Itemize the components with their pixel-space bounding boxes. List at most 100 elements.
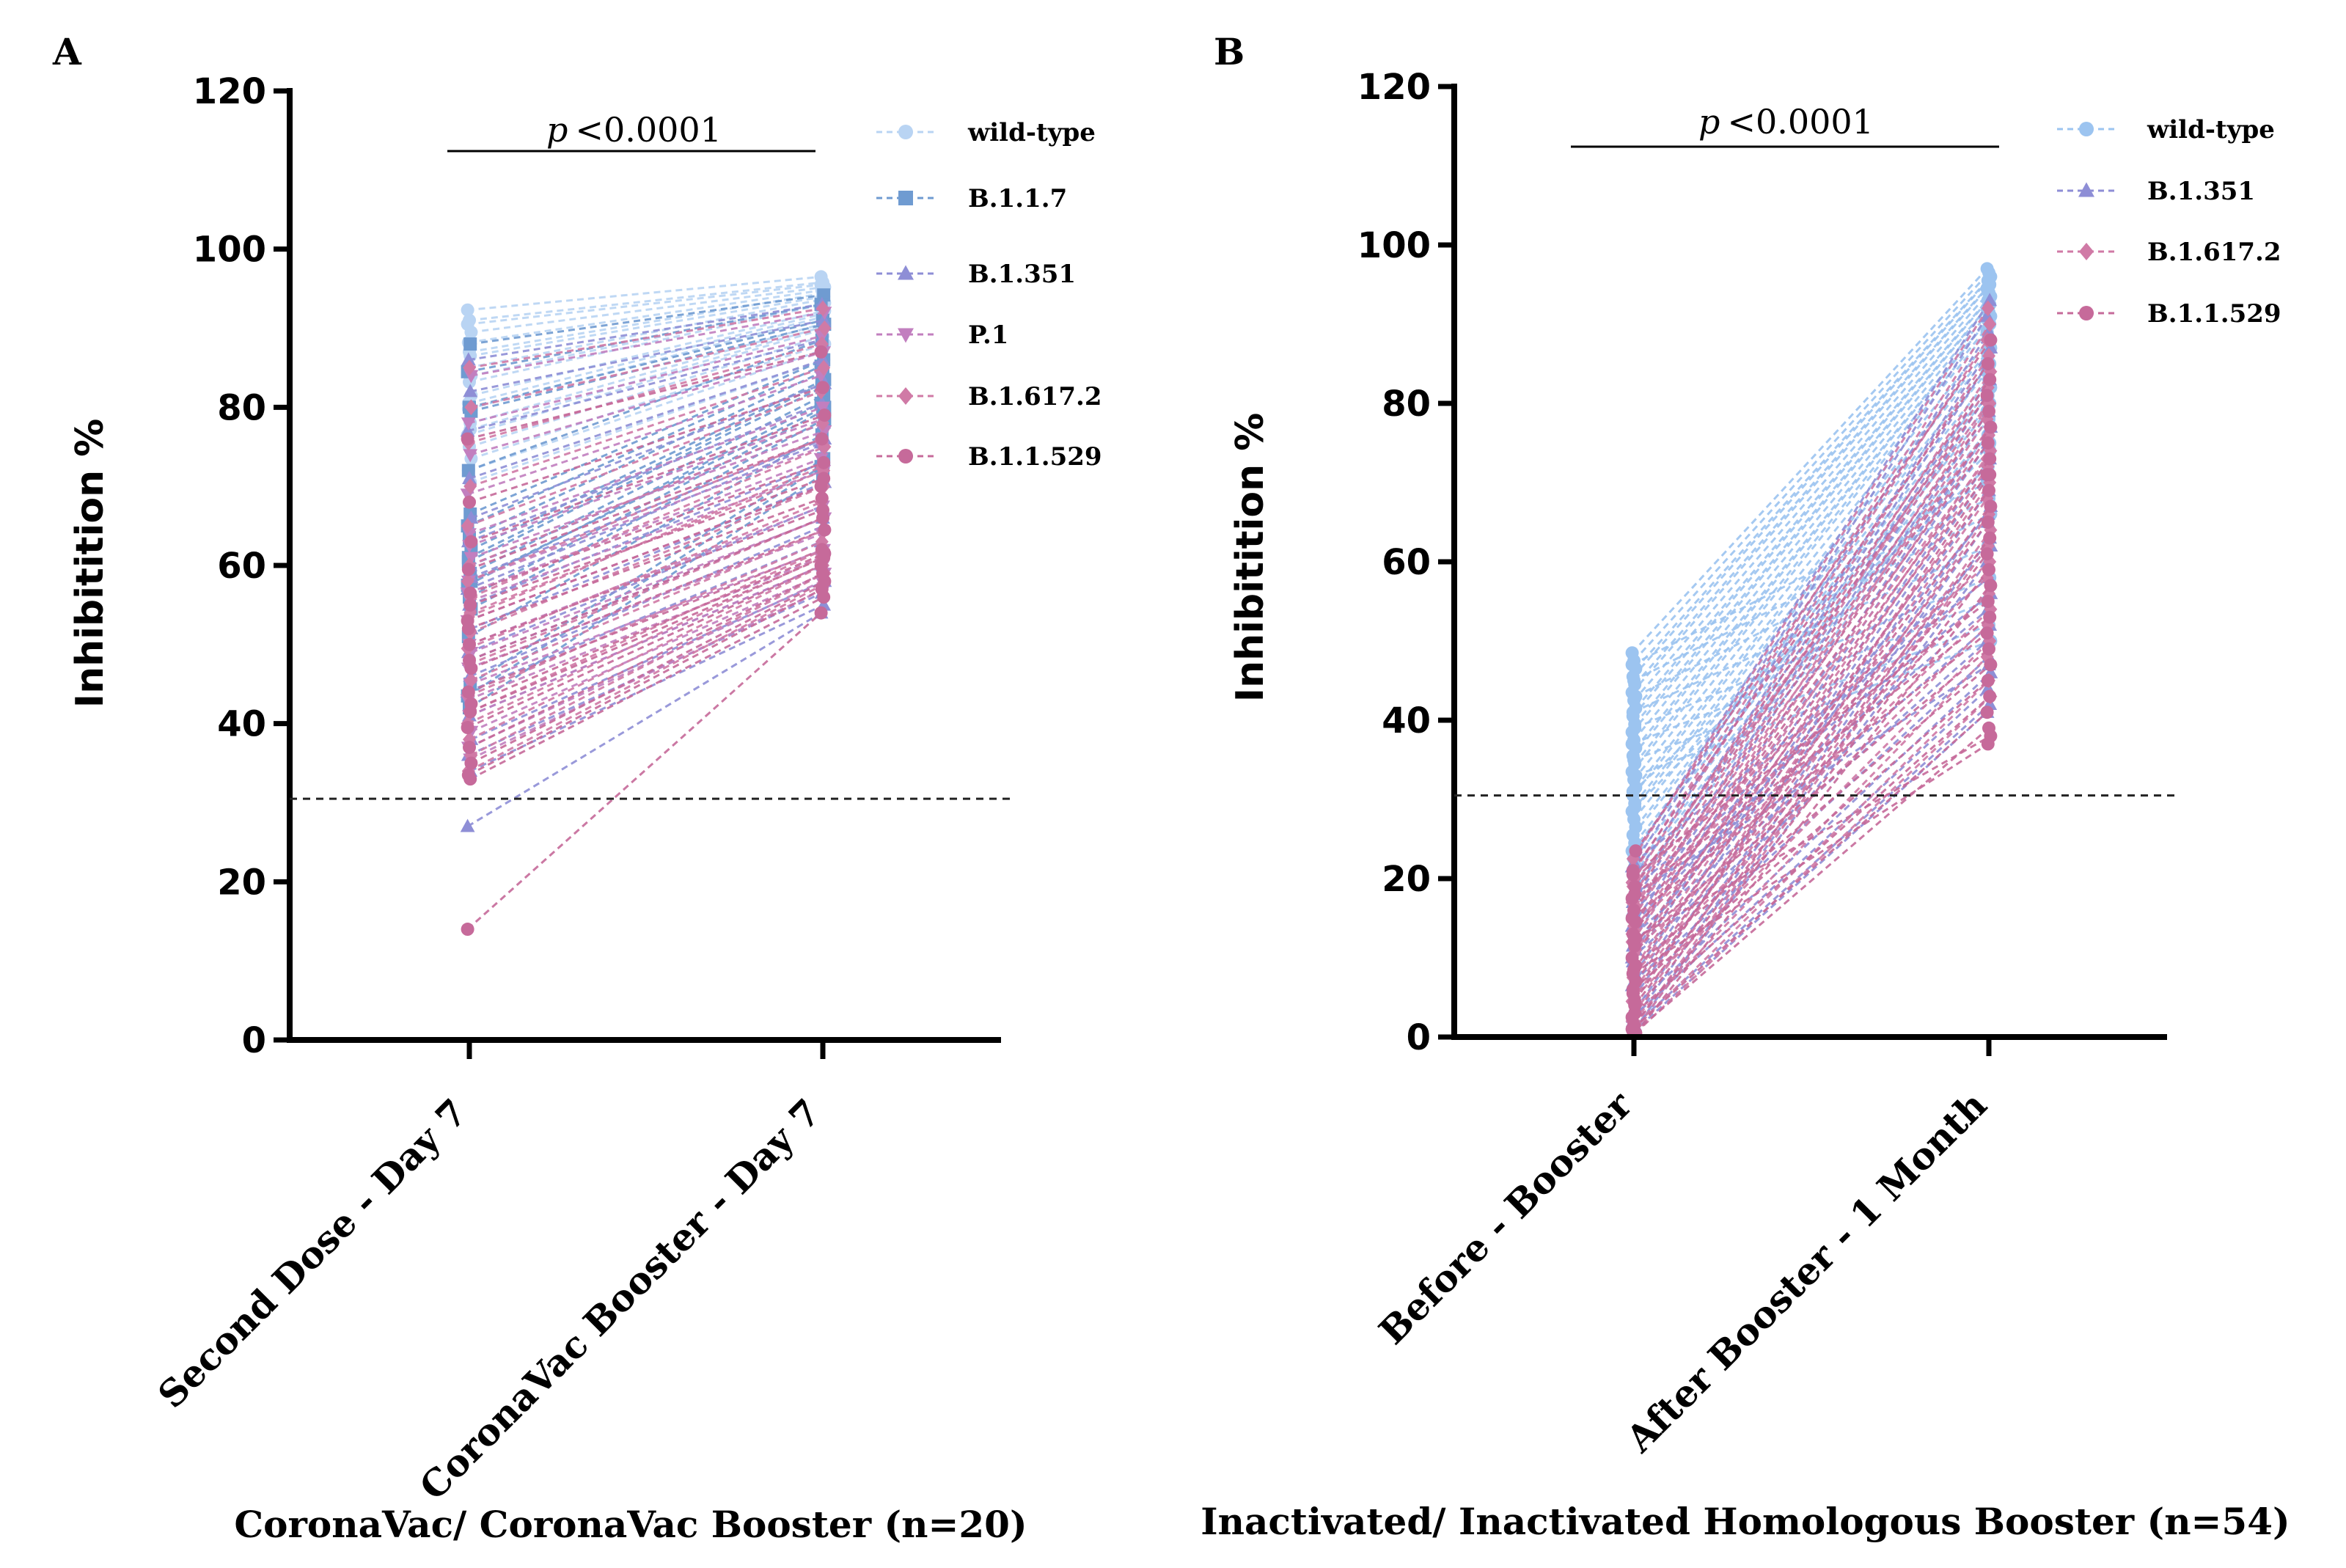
legend-marker <box>898 449 913 464</box>
series-line <box>470 580 826 764</box>
data-point <box>814 345 828 359</box>
data-point <box>1626 967 1640 981</box>
legend-label: B.1.617.2 <box>968 382 1102 411</box>
series-line <box>469 359 824 480</box>
series-line <box>467 275 821 312</box>
data-point <box>816 312 832 326</box>
data-point <box>463 653 476 667</box>
data-point <box>464 697 478 711</box>
series-line <box>1631 632 1988 920</box>
data-point <box>1983 531 1997 545</box>
legend-label: wild-type <box>2147 115 2275 144</box>
data-point <box>461 622 475 636</box>
series-line <box>1633 537 1991 1030</box>
legend-item: B.1.1.7 <box>876 184 1067 213</box>
series-line <box>1632 679 1989 991</box>
series-line <box>471 285 825 334</box>
y-tick-label: 100 <box>193 230 266 271</box>
series-line <box>1633 474 1991 1003</box>
panel-a-axes <box>287 88 1001 1043</box>
data-point <box>463 586 477 600</box>
series-line <box>469 386 824 504</box>
data-point <box>818 546 832 560</box>
series-line <box>1632 679 1990 1030</box>
series-line <box>1631 711 1988 1030</box>
data-point <box>461 432 474 446</box>
series-line <box>467 485 822 622</box>
series-line <box>467 458 822 595</box>
series-line <box>1635 695 1992 1034</box>
data-point <box>1981 737 1995 751</box>
series-line <box>469 549 824 686</box>
legend-label: B.1.1.7 <box>968 184 1067 213</box>
data-point <box>1981 300 1995 317</box>
data-point <box>1983 316 1997 332</box>
series-line <box>1632 600 1988 745</box>
series-line <box>469 295 824 357</box>
series-line <box>469 281 824 322</box>
series-line <box>468 433 823 638</box>
series-line <box>1632 363 1990 872</box>
series-line <box>467 339 821 433</box>
legend-label: B.1.1.529 <box>968 442 1102 472</box>
series-line <box>1632 319 1989 757</box>
series-line <box>1632 600 1989 876</box>
series-line <box>471 309 825 397</box>
data-point <box>1984 499 1998 513</box>
series-line <box>469 549 824 713</box>
y-tick-label: 60 <box>217 546 266 587</box>
data-point <box>1628 721 1642 735</box>
data-point <box>1984 420 1998 434</box>
data-point <box>464 399 478 416</box>
data-point <box>815 491 829 505</box>
data-point <box>1983 475 1997 491</box>
legend-item: B.1.1.529 <box>2057 299 2281 329</box>
panel-b-letter: B <box>1214 30 1245 73</box>
legend-marker <box>2078 182 2094 197</box>
data-point <box>1983 468 1997 482</box>
series-line <box>471 327 825 409</box>
series-line <box>469 406 824 535</box>
data-point <box>817 590 831 604</box>
panel-b-p-letter: p <box>1698 102 1720 142</box>
panel-a-p-text: <0.0001 <box>575 110 722 150</box>
series-line <box>468 402 823 543</box>
data-point <box>463 552 479 565</box>
series-line <box>1632 299 1989 717</box>
series-line <box>1633 378 1991 887</box>
data-point <box>1981 674 1995 687</box>
series-line <box>1635 450 1992 967</box>
series-line <box>469 319 824 393</box>
legend-item: wild-type <box>2057 115 2275 144</box>
panel-a-legend: wild-type B.1.1.7 B.1.351 P.1 B.1.617.2 B.1.1… <box>876 118 1102 472</box>
series-line <box>1635 339 1992 852</box>
series-line <box>469 458 825 686</box>
series-line <box>467 329 822 436</box>
series-line <box>469 351 824 456</box>
series-line <box>1631 410 1988 852</box>
y-tick-label: 40 <box>1382 700 1431 741</box>
series-line <box>1635 347 1992 892</box>
data-point <box>1981 357 1995 370</box>
legend-label: B.1.351 <box>2147 177 2255 206</box>
series-line <box>1632 410 1990 939</box>
series-line <box>1632 489 1990 971</box>
series-line <box>1634 640 1991 999</box>
series-line <box>469 422 824 567</box>
panel-b: B 0 20 40 60 80 100 120 p <0.0001 Inhibitition … <box>1201 30 2290 1543</box>
data-point <box>461 721 474 735</box>
y-tick-label: 100 <box>1357 225 1431 266</box>
series-line <box>1632 311 1990 741</box>
data-point <box>464 535 478 549</box>
data-point <box>1984 579 1998 593</box>
data-point <box>818 409 832 422</box>
series-line <box>469 292 824 353</box>
y-tick-label: 0 <box>1407 1017 1431 1058</box>
series-line <box>469 461 824 595</box>
series-line <box>469 370 824 539</box>
series-line <box>1631 331 1988 773</box>
panel-a: A 0 20 40 60 80 100 120 p <0.0001 Inhibitition … <box>52 30 1102 1546</box>
series-line <box>469 509 824 646</box>
data-point <box>818 320 832 337</box>
series-line <box>469 587 824 761</box>
